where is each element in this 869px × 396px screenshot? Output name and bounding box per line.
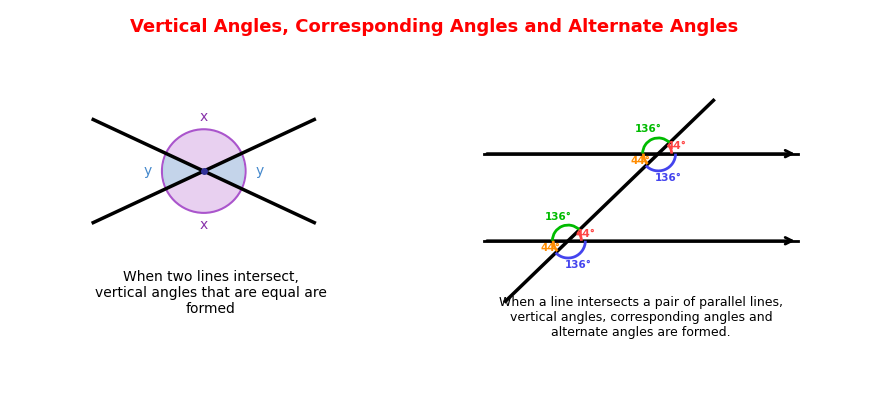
Text: 136°: 136° [654, 173, 681, 183]
Text: y: y [144, 164, 152, 178]
Text: x: x [200, 110, 208, 124]
Text: 44°: 44° [541, 243, 561, 253]
Text: Vertical Angles, Corresponding Angles and Alternate Angles: Vertical Angles, Corresponding Angles an… [130, 18, 739, 36]
Text: 136°: 136° [565, 260, 591, 270]
Polygon shape [163, 154, 203, 188]
Text: x: x [200, 218, 208, 232]
Circle shape [162, 129, 246, 213]
Text: When two lines intersect,
vertical angles that are equal are
formed: When two lines intersect, vertical angle… [95, 270, 327, 316]
Text: When a line intersects a pair of parallel lines,
vertical angles, corresponding : When a line intersects a pair of paralle… [499, 296, 783, 339]
Text: y: y [255, 164, 263, 178]
Text: 44°: 44° [576, 228, 596, 238]
Polygon shape [203, 154, 244, 188]
Text: 136°: 136° [635, 124, 662, 134]
Text: 44°: 44° [667, 141, 686, 151]
Text: 136°: 136° [545, 211, 572, 221]
Text: 44°: 44° [631, 156, 651, 166]
